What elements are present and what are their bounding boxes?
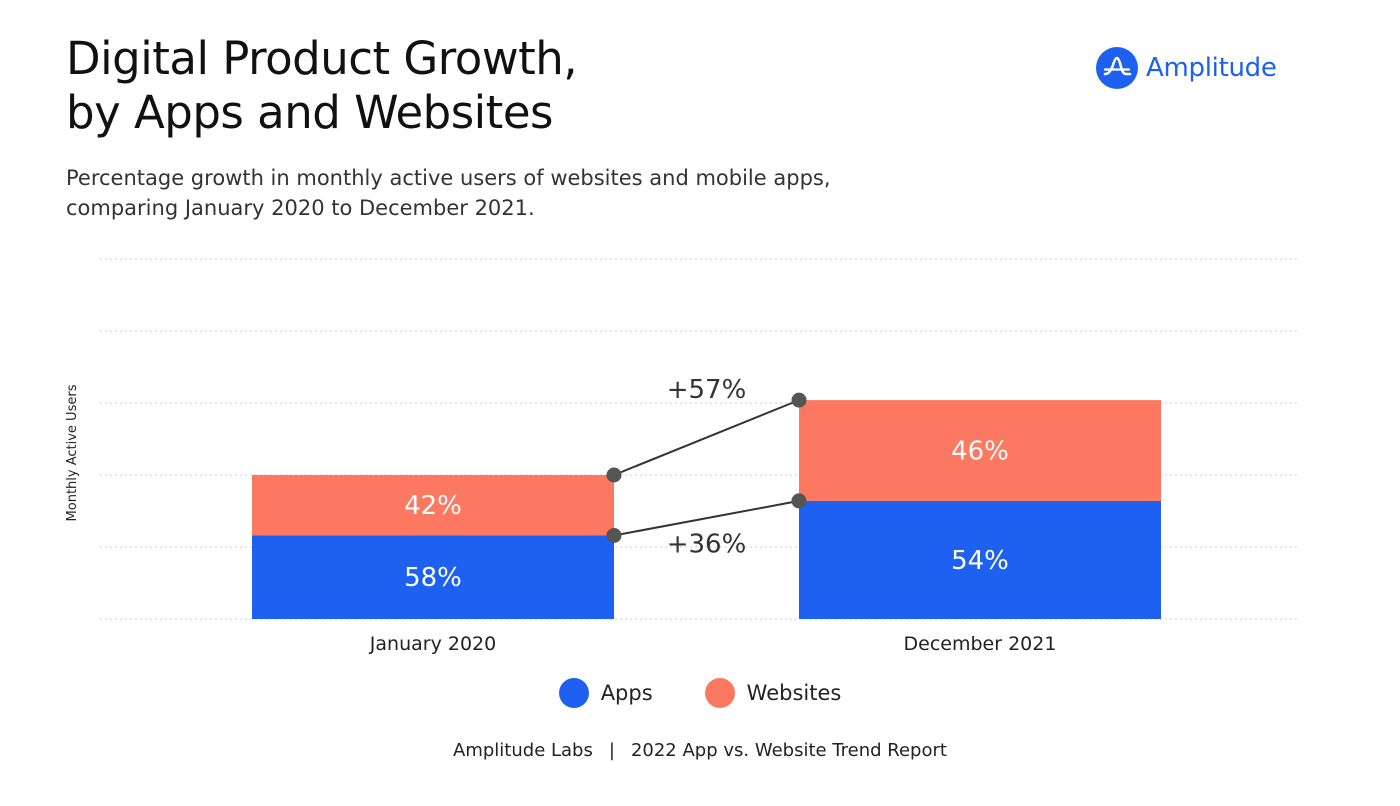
bar-websites-1 bbox=[799, 400, 1161, 501]
chart-subtitle-line-2: comparing January 2020 to December 2021. bbox=[66, 196, 535, 220]
amplitude-logo-text: Amplitude bbox=[1146, 53, 1277, 83]
footer-separator: | bbox=[608, 740, 615, 761]
chart-title-line-2: by Apps and Websites bbox=[66, 86, 553, 139]
connector-dot-apps-start bbox=[606, 527, 622, 543]
chart-subtitle: Percentage growth in monthly active user… bbox=[66, 163, 831, 223]
footer-report: 2022 App vs. Website Trend Report bbox=[630, 740, 947, 761]
legend-swatch-apps bbox=[558, 678, 589, 708]
bar-websites-0 bbox=[252, 475, 614, 536]
connector-dot-apps-end bbox=[791, 493, 807, 509]
legend-item-websites: Websites bbox=[704, 678, 842, 708]
chart-title-line-1: Digital Product Growth, bbox=[66, 32, 578, 85]
x-tick-label-1: December 2021 bbox=[904, 633, 1057, 655]
connector-line-websites bbox=[613, 399, 800, 476]
legend-label-websites: Websites bbox=[746, 681, 842, 705]
connector-line-apps bbox=[613, 499, 800, 537]
connector-dot-websites-start bbox=[606, 467, 622, 483]
chart-legend: Apps Websites bbox=[0, 678, 1400, 708]
chart-subtitle-line-1: Percentage growth in monthly active user… bbox=[66, 166, 831, 190]
data-label-websites-1: 46% bbox=[951, 437, 1009, 467]
legend-item-apps: Apps bbox=[558, 678, 653, 708]
chart-footer: Amplitude Labs | 2022 App vs. Website Tren… bbox=[0, 740, 1400, 761]
data-label-websites-0: 42% bbox=[404, 491, 462, 521]
amplitude-logo: Amplitude bbox=[1096, 46, 1277, 90]
chart-title: Digital Product Growth, by Apps and Webs… bbox=[66, 32, 578, 140]
growth-annotation-websites: +57% bbox=[667, 375, 747, 405]
x-tick-label-0: January 2020 bbox=[369, 633, 496, 655]
growth-annotation-apps: +36% bbox=[667, 529, 747, 559]
bar-apps-1 bbox=[799, 500, 1161, 619]
stacked-bar-chart: Monthly Active Users 58% 42% January 2020 54… bbox=[65, 258, 1300, 655]
data-label-apps-1: 54% bbox=[951, 546, 1009, 576]
legend-swatch-websites bbox=[704, 678, 735, 708]
bar-apps-0 bbox=[252, 535, 614, 619]
legend-label-apps: Apps bbox=[600, 681, 653, 705]
footer-source: Amplitude Labs bbox=[453, 740, 593, 761]
connector-dot-websites-end bbox=[791, 392, 807, 408]
amplitude-logo-icon bbox=[1096, 47, 1138, 89]
y-axis-label: Monthly Active Users bbox=[65, 384, 80, 521]
data-label-apps-0: 58% bbox=[404, 563, 462, 593]
